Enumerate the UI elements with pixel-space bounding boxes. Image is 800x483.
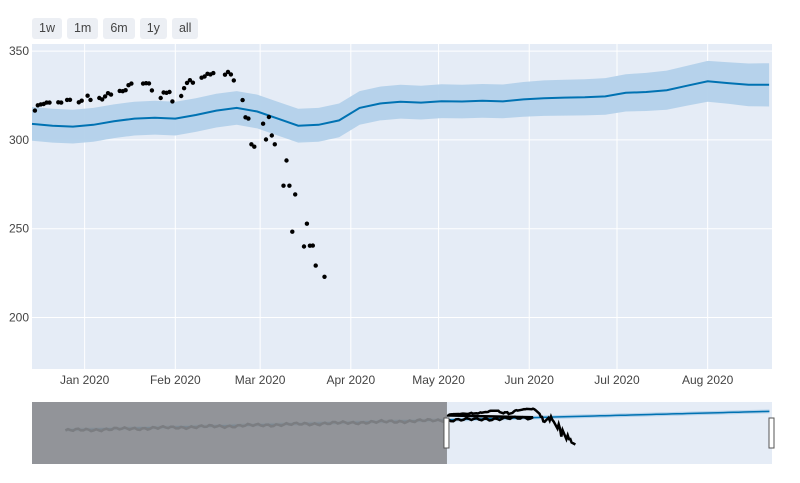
x-tick-label: Feb 2020: [150, 373, 201, 387]
actual-point: [240, 97, 245, 103]
actual-point: [102, 94, 108, 99]
forecast-line-group: [31, 80, 770, 128]
slider-handle-left[interactable]: [443, 417, 450, 449]
actual-point: [47, 100, 52, 105]
x-tick-label: Mar 2020: [235, 373, 286, 387]
actual-point: [211, 70, 216, 76]
x-tick-label: Jan 2020: [60, 373, 110, 387]
x-tick-label: Jun 2020: [505, 373, 555, 387]
actual-point: [301, 244, 307, 249]
x-tick-label: May 2020: [412, 373, 465, 387]
actual-point: [322, 274, 327, 279]
actual-point: [184, 80, 190, 86]
range-button-1m[interactable]: 1m: [66, 18, 99, 39]
x-tick-label: Apr 2020: [326, 373, 375, 387]
x-axis-tick-labels: Jan 2020 Feb 2020 Mar 2020 Apr 2020 May 2020…: [60, 373, 734, 387]
actual-point: [287, 183, 292, 188]
actual-point: [149, 88, 155, 93]
range-slider[interactable]: [32, 402, 775, 464]
y-axis-tick-labels: 200 250 300 350: [9, 44, 29, 324]
actual-point: [246, 116, 251, 121]
actual-point: [266, 114, 272, 120]
y-tick-label: 350: [9, 44, 29, 58]
actual-point: [272, 142, 277, 147]
range-button-1w[interactable]: 1w: [32, 18, 62, 39]
actual-point: [100, 97, 105, 102]
actual-point: [231, 78, 236, 83]
slider-mask-left: [32, 402, 447, 464]
actual-point: [88, 97, 93, 103]
range-button-all[interactable]: all: [171, 18, 199, 39]
actual-point: [310, 243, 315, 248]
actual-point: [146, 81, 152, 86]
actual-point: [123, 88, 128, 93]
x-tick-label: Aug 2020: [682, 373, 734, 387]
actual-point: [290, 229, 295, 234]
actual-point: [108, 92, 114, 97]
actual-point: [228, 72, 234, 77]
actual-points-group: [32, 69, 327, 279]
actual-point: [225, 69, 231, 75]
actual-point: [129, 81, 134, 86]
forecast-line: [31, 80, 770, 128]
actual-point: [85, 93, 90, 98]
actual-point: [190, 80, 196, 85]
actual-point: [179, 93, 184, 99]
actual-point: [167, 89, 172, 95]
actual-point: [260, 121, 266, 126]
actual-point: [187, 78, 193, 83]
actual-point: [281, 183, 286, 188]
actual-point: [293, 192, 298, 197]
actual-point: [249, 142, 254, 147]
range-selector: 1w 1m 6m 1y all: [32, 18, 199, 39]
actual-point: [252, 144, 257, 149]
y-tick-label: 200: [9, 310, 29, 324]
y-tick-label: 250: [9, 222, 29, 236]
actual-point: [158, 95, 163, 101]
range-button-1y[interactable]: 1y: [139, 18, 167, 39]
actual-point: [67, 97, 73, 103]
actual-point: [202, 74, 207, 79]
x-tick-label: Jul 2020: [594, 373, 640, 387]
actual-point: [269, 133, 274, 138]
actual-point: [170, 99, 175, 104]
actual-point: [222, 72, 228, 77]
slider-handle-right[interactable]: [768, 417, 775, 449]
actual-point: [284, 158, 289, 163]
actual-point: [59, 100, 64, 105]
actual-point: [79, 98, 84, 103]
actual-point: [32, 108, 38, 113]
actual-point: [304, 221, 310, 226]
actual-point: [313, 263, 318, 268]
actual-point: [181, 86, 187, 91]
range-button-6m[interactable]: 6m: [103, 18, 135, 39]
actual-point: [263, 137, 269, 142]
y-tick-label: 300: [9, 133, 29, 147]
